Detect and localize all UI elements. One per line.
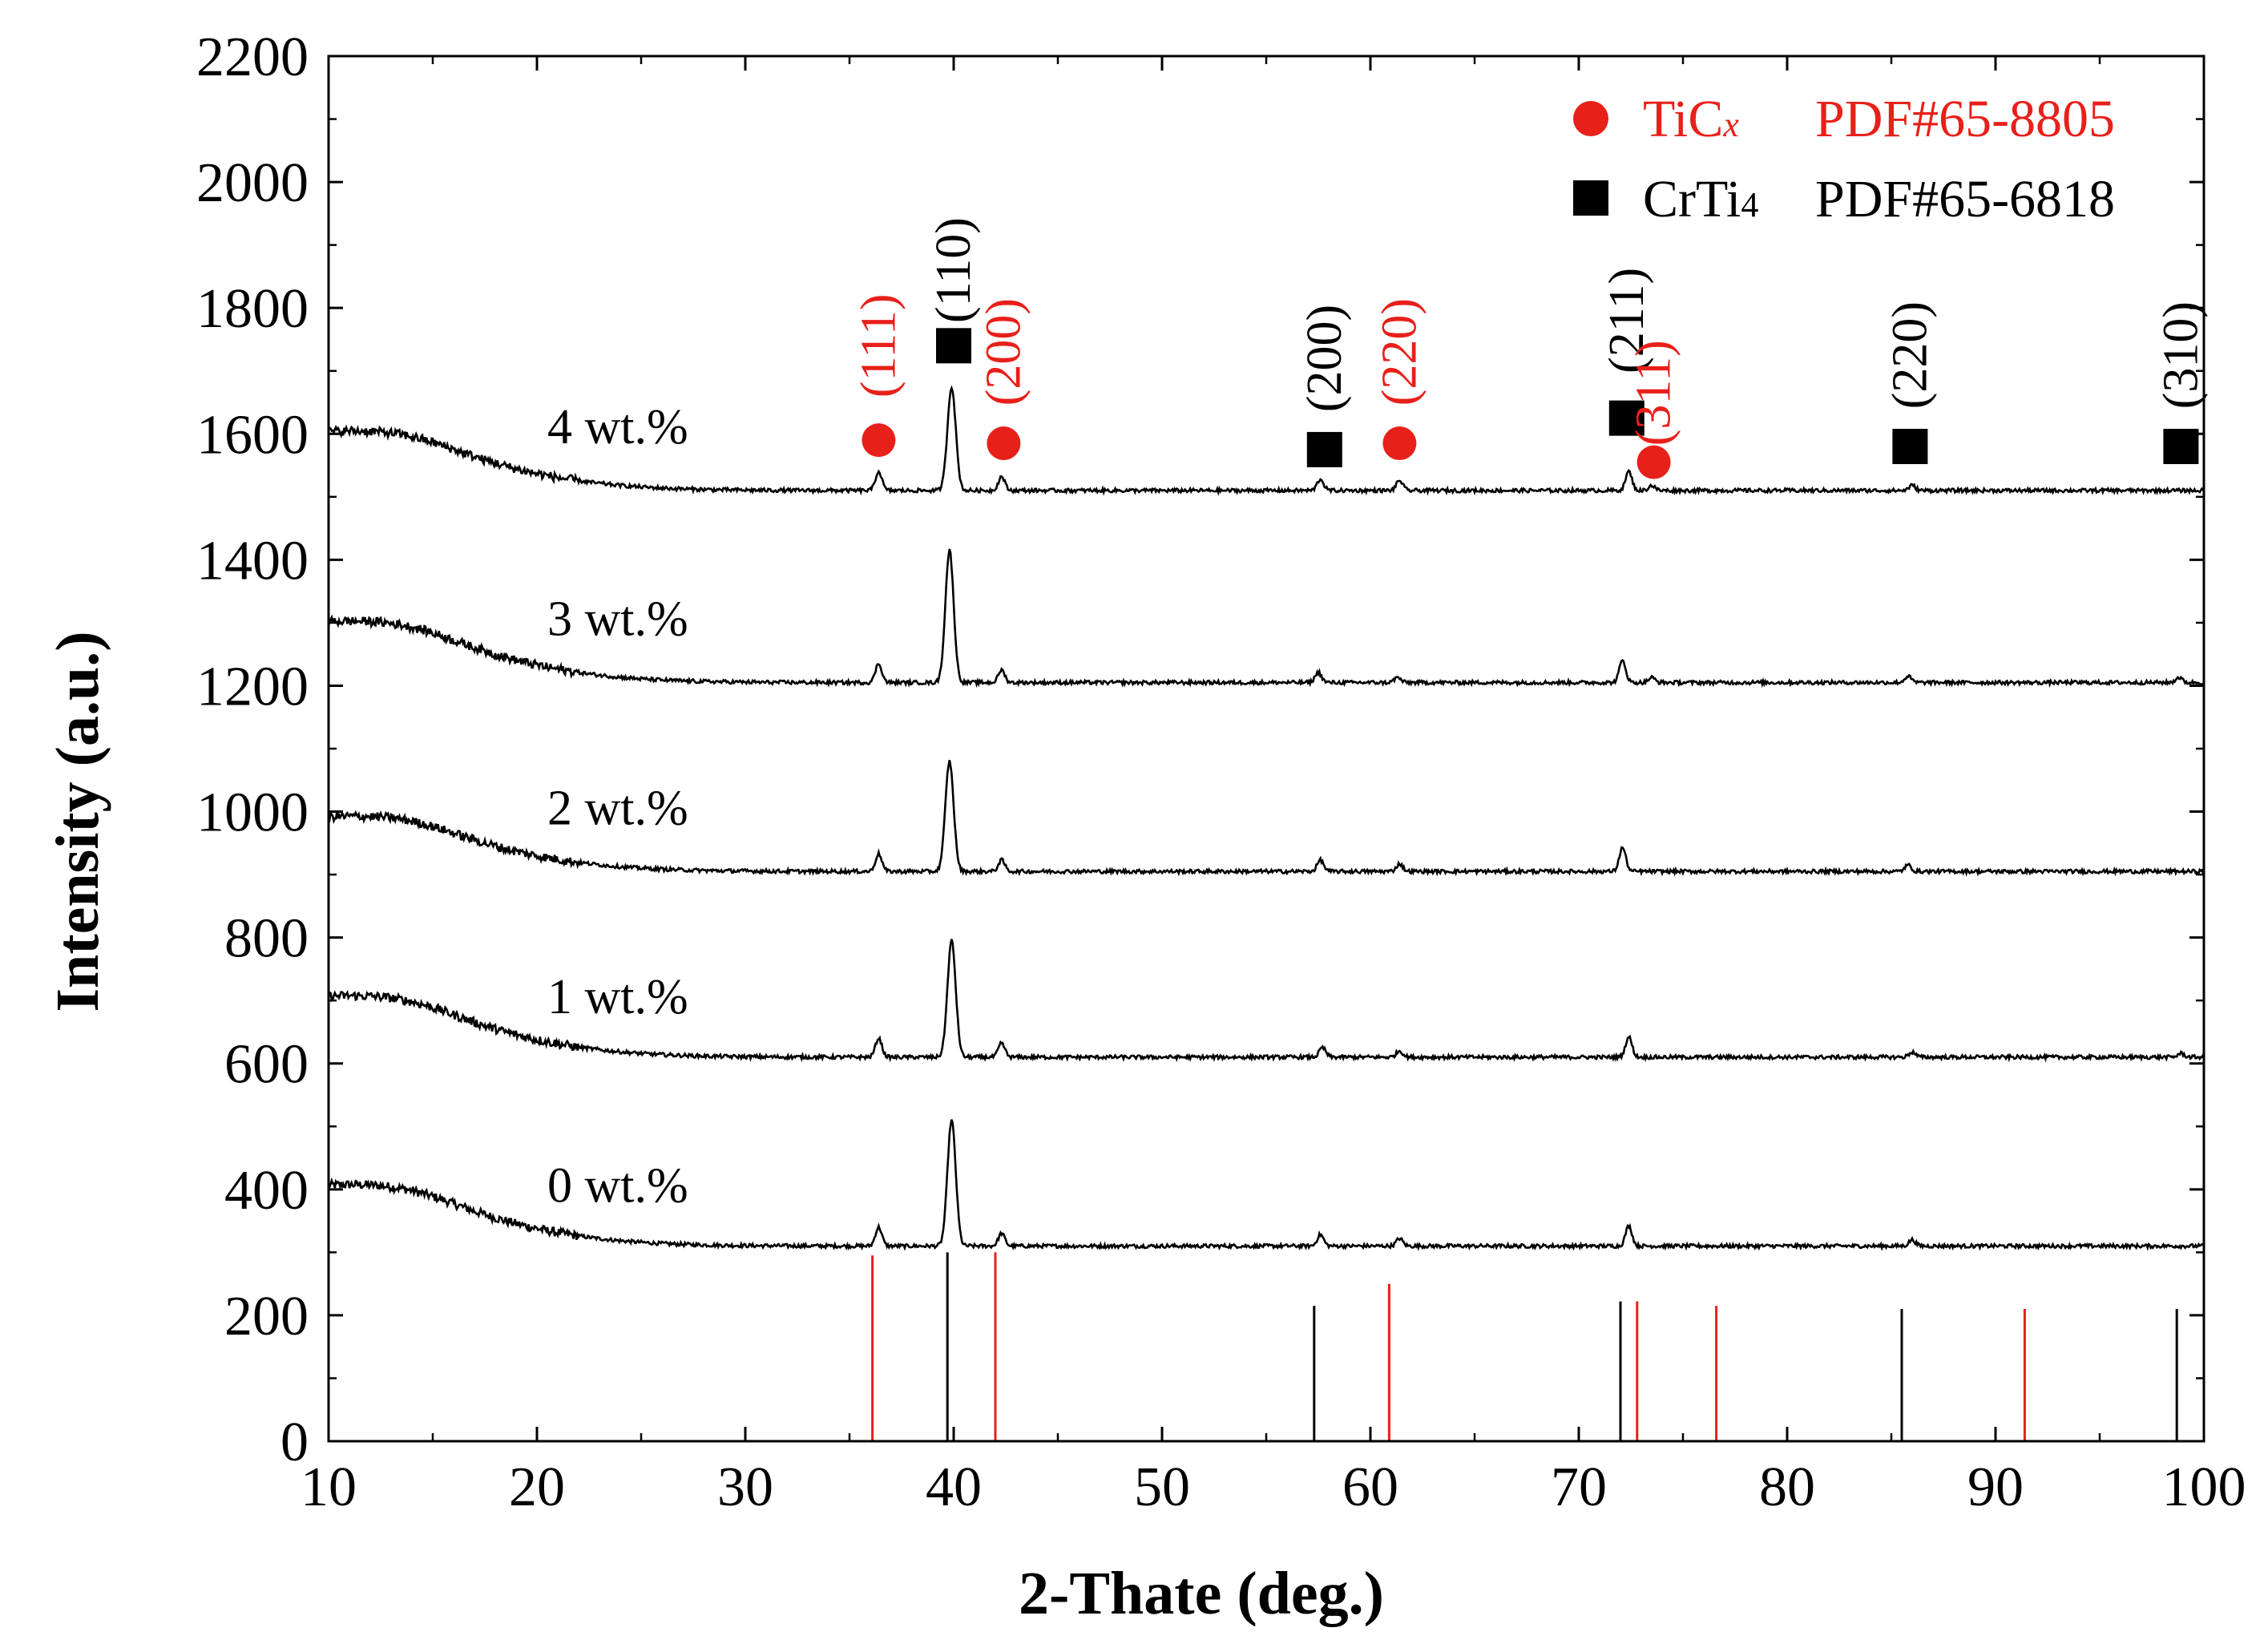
series-line-3 [327,548,2205,689]
y-tick-label-7: 1400 [196,530,309,592]
series-label-0: 0 wt.% [547,1159,688,1214]
y-tick-label-2: 400 [224,1160,309,1222]
legend-crti4-sub: 4 [1741,185,1758,224]
legend: TiCx PDF#65-8805 CrTi4 PDF#65-6818 [1573,90,2115,228]
x-tick-label-3: 40 [926,1456,982,1518]
y-tick-label-3: 600 [224,1034,309,1096]
x-tick-label-8: 90 [1967,1456,2024,1518]
hkl-label-8: (310) [2153,301,2208,409]
marker-circle-4 [1382,426,1417,461]
marker-circle-6 [1636,445,1671,479]
marker-square-1 [936,328,971,364]
legend-ticx-pdf: PDF#65-8805 [1815,90,2115,148]
x-tick-label-2: 30 [717,1456,773,1518]
y-tick-label-0: 0 [280,1412,309,1473]
reference-lines [871,1252,2178,1441]
series-line-4 [327,385,2205,496]
x-tick-label-1: 20 [509,1456,565,1518]
hkl-label-1: (110) [926,217,981,323]
x-tick-label-6: 70 [1551,1456,1607,1518]
marker-circle-0 [862,423,896,458]
phase-markers: (111)(110)(200) (200) (220) (211)(311) (220)… [851,217,2208,479]
legend-ticx-phase-name: TiC [1643,90,1723,148]
hkl-label-7: (220) [1883,301,1937,409]
series-group: 0 wt.% 1 wt.% 2 wt.% 3 wt.% 4 wt.% [327,385,2205,1251]
y-tick-label-9: 1800 [196,278,309,340]
legend-crti4-phase: CrTi4 [1643,170,1758,228]
hkl-label-3: (200) [1297,305,1352,412]
hkl-label-2: (200) [976,298,1031,406]
x-tick-label-7: 80 [1759,1456,1815,1518]
x-tick-label-9: 100 [2162,1456,2246,1518]
legend-crti4-marker [1573,180,1608,216]
hkl-label-4: (220) [1372,298,1427,406]
legend-ticx-marker [1573,101,1608,136]
series-label-4: 4 wt.% [547,400,688,454]
marker-square-7 [1892,428,1928,464]
series-label-2: 2 wt.% [547,781,688,835]
x-tick-label-4: 50 [1134,1456,1190,1518]
marker-square-5 [1608,400,1645,436]
marker-circle-2 [987,426,1021,461]
y-tick-label-6: 1200 [196,656,309,717]
hkl-label-6: (311) [1627,340,1681,446]
hkl-label-0: (111) [851,293,906,398]
marker-square-3 [1306,431,1342,467]
series-label-3: 3 wt.% [547,592,688,647]
y-tick-label-8: 1600 [196,404,309,466]
y-tick-label-10: 2000 [196,152,309,214]
legend-crti4-phase-name: CrTi [1643,170,1741,228]
axes: 10 20 30 40 50 60 70 80 90 1000200400600800100012… [196,26,2246,1518]
series-label-1: 1 wt.% [547,970,688,1024]
y-tick-label-4: 800 [224,908,309,970]
series-line-1 [327,939,2205,1063]
series-line-0 [327,1119,2205,1251]
axes-frame [327,55,2205,1443]
legend-ticx-phase: TiCx [1643,90,1739,148]
y-tick-label-11: 2200 [196,26,309,88]
series-line-2 [327,759,2205,877]
x-tick-label-0: 10 [301,1456,357,1518]
y-tick-label-5: 1000 [196,782,309,844]
legend-crti4-pdf: PDF#65-6818 [1815,170,2115,228]
y-tick-label-1: 200 [224,1286,309,1347]
hkl-label-5: (211) [1600,268,1654,374]
x-tick-label-5: 60 [1342,1456,1398,1518]
y-axis-title: Intensity (a.u.) [44,631,111,1012]
legend-ticx-sub: x [1722,105,1739,144]
x-axis-title: 2-Thate (deg.) [1019,1560,1384,1627]
